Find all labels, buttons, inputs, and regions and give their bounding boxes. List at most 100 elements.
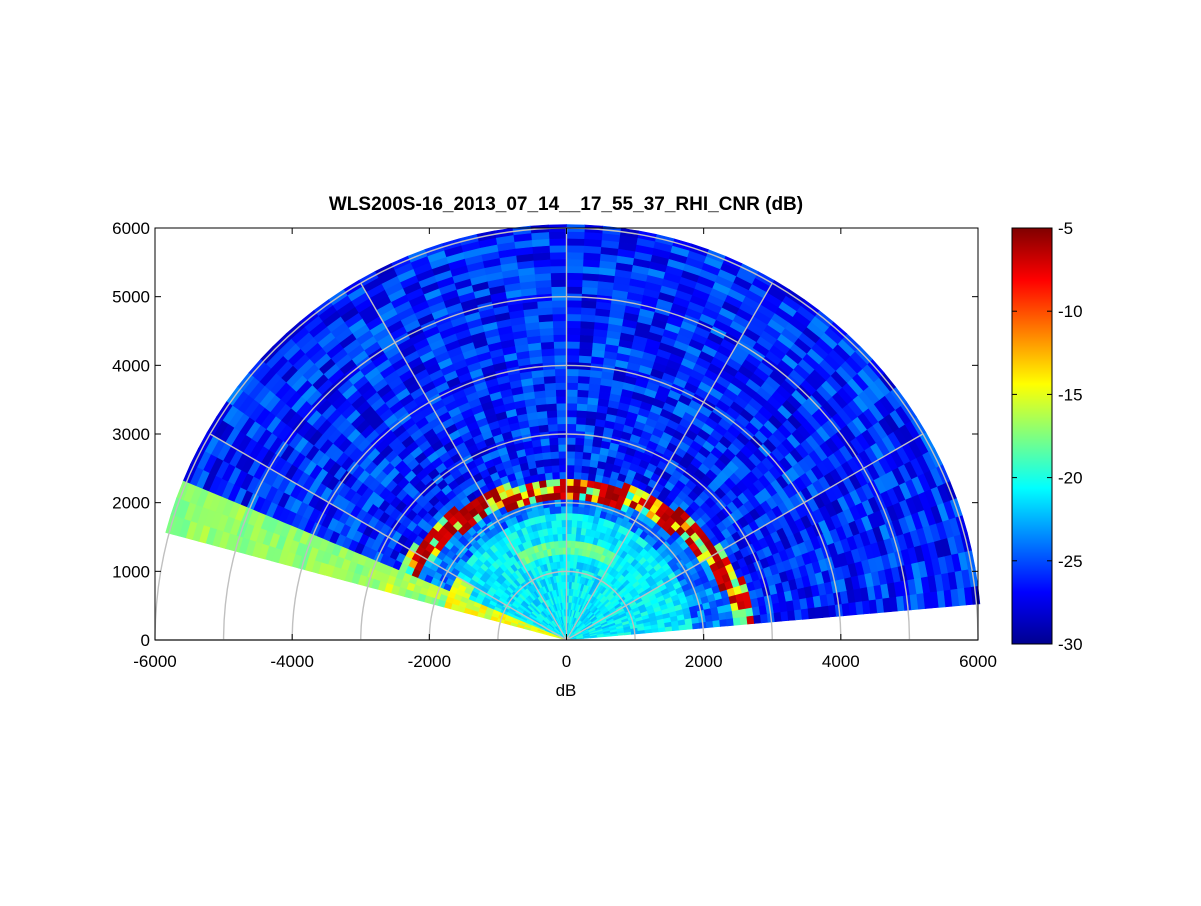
heatmap-cell (579, 486, 586, 494)
heatmap-cell (580, 335, 594, 343)
heatmap-cell (552, 307, 567, 314)
heatmap-cell (720, 619, 728, 627)
heatmap-cell (567, 383, 578, 390)
chart-title: WLS200S-16_2013_07_14__17_55_37_RHI_CNR … (329, 194, 803, 215)
heatmap-cell (570, 547, 574, 554)
heatmap-cell (551, 465, 559, 472)
heatmap-cell (550, 445, 559, 452)
x-tick-label: 4000 (822, 652, 860, 671)
heatmap-cell (567, 389, 578, 396)
heatmap-cell (551, 273, 567, 280)
heatmap-cell (567, 231, 585, 238)
heatmap-cell (567, 492, 573, 499)
heatmap-cell (572, 513, 578, 520)
heatmap-cell (550, 266, 566, 273)
heatmap-cell (580, 328, 594, 336)
x-axis-label: dB (556, 681, 577, 700)
heatmap-cell (567, 280, 583, 287)
heatmap-cell (581, 307, 596, 315)
heatmap-cell (567, 376, 579, 383)
heatmap-cell (582, 459, 591, 467)
heatmap-cell (575, 445, 584, 452)
heatmap-cell (559, 465, 567, 472)
heatmap-cell (567, 314, 581, 321)
heatmap-cell (578, 369, 590, 377)
heatmap-cell (555, 369, 567, 376)
heatmap-cell (555, 506, 561, 513)
heatmap-cell (558, 451, 566, 458)
heatmap-cell (567, 273, 583, 280)
heatmap-cell (567, 458, 575, 465)
heatmap-cell (580, 314, 595, 322)
heatmap-cell (561, 506, 567, 513)
heatmap-cell (554, 355, 566, 362)
heatmap-cell (580, 321, 594, 329)
heatmap-cell (576, 410, 586, 418)
heatmap-cell (561, 520, 566, 527)
heatmap-cell (567, 465, 575, 472)
heatmap-cell (557, 424, 566, 431)
heatmap-cell (567, 417, 577, 424)
heatmap-cell (567, 341, 580, 348)
heatmap-cell (572, 506, 578, 513)
heatmap-cell (571, 520, 577, 527)
heatmap-cell (577, 514, 583, 521)
heatmap-cell (561, 513, 567, 520)
heatmap-cell (549, 231, 567, 238)
y-tick-label: 3000 (112, 425, 150, 444)
x-tick-label: -6000 (133, 652, 176, 671)
heatmap-cell (556, 403, 566, 410)
heatmap-cell (559, 472, 566, 479)
heatmap-cell (567, 355, 579, 362)
heatmap-cell (567, 403, 577, 410)
y-tick-label: 5000 (112, 288, 150, 307)
heatmap-cell (579, 342, 592, 350)
heatmap-cell (551, 280, 567, 287)
heatmap-cell (567, 424, 576, 431)
heatmap-cell (567, 527, 572, 534)
heatmap-cell (550, 252, 567, 259)
heatmap-cell (539, 321, 553, 329)
heatmap-cell (542, 355, 555, 363)
colorbar-tick-label: -20 (1058, 469, 1083, 488)
heatmap-cell (549, 238, 567, 245)
heatmap-cell (570, 561, 574, 568)
heatmap-cell (733, 617, 741, 625)
heatmap-cell (567, 520, 572, 527)
heatmap-cell (581, 466, 589, 474)
x-tick-label: 2000 (685, 652, 723, 671)
heatmap-cell (567, 245, 584, 252)
heatmap-cell (567, 328, 581, 335)
heatmap-cell (540, 438, 549, 446)
heatmap-cell (577, 403, 588, 411)
heatmap-cell (582, 273, 598, 281)
heatmap-cell (538, 314, 553, 322)
heatmap-cell (774, 612, 782, 622)
heatmap-cell (550, 451, 559, 458)
heatmap-cell (578, 507, 584, 514)
heatmap-cell (541, 342, 554, 350)
heatmap-cell (556, 520, 562, 527)
heatmap-cell (537, 418, 547, 426)
heatmap-cell (571, 541, 576, 548)
heatmap-cell (740, 616, 748, 625)
heatmap-cell (557, 417, 567, 424)
heatmap-cell (547, 410, 557, 418)
heatmap-cell (544, 376, 556, 384)
heatmap-cell (567, 266, 583, 273)
heatmap-cell (578, 376, 590, 384)
heatmap-cell (567, 472, 574, 479)
heatmap-cell (567, 369, 579, 376)
heatmap-cell (542, 452, 551, 460)
heatmap-cell (567, 252, 584, 259)
heatmap-cell (583, 445, 592, 453)
heatmap-cell (567, 506, 573, 513)
heatmap-cell (545, 472, 553, 480)
heatmap-cell (555, 383, 566, 390)
colorbar-tick-label: -10 (1058, 302, 1083, 321)
y-tick-label: 4000 (112, 356, 150, 375)
heatmap-cell (747, 615, 755, 624)
heatmap-cell (574, 451, 583, 458)
heatmap-cell (560, 486, 567, 493)
